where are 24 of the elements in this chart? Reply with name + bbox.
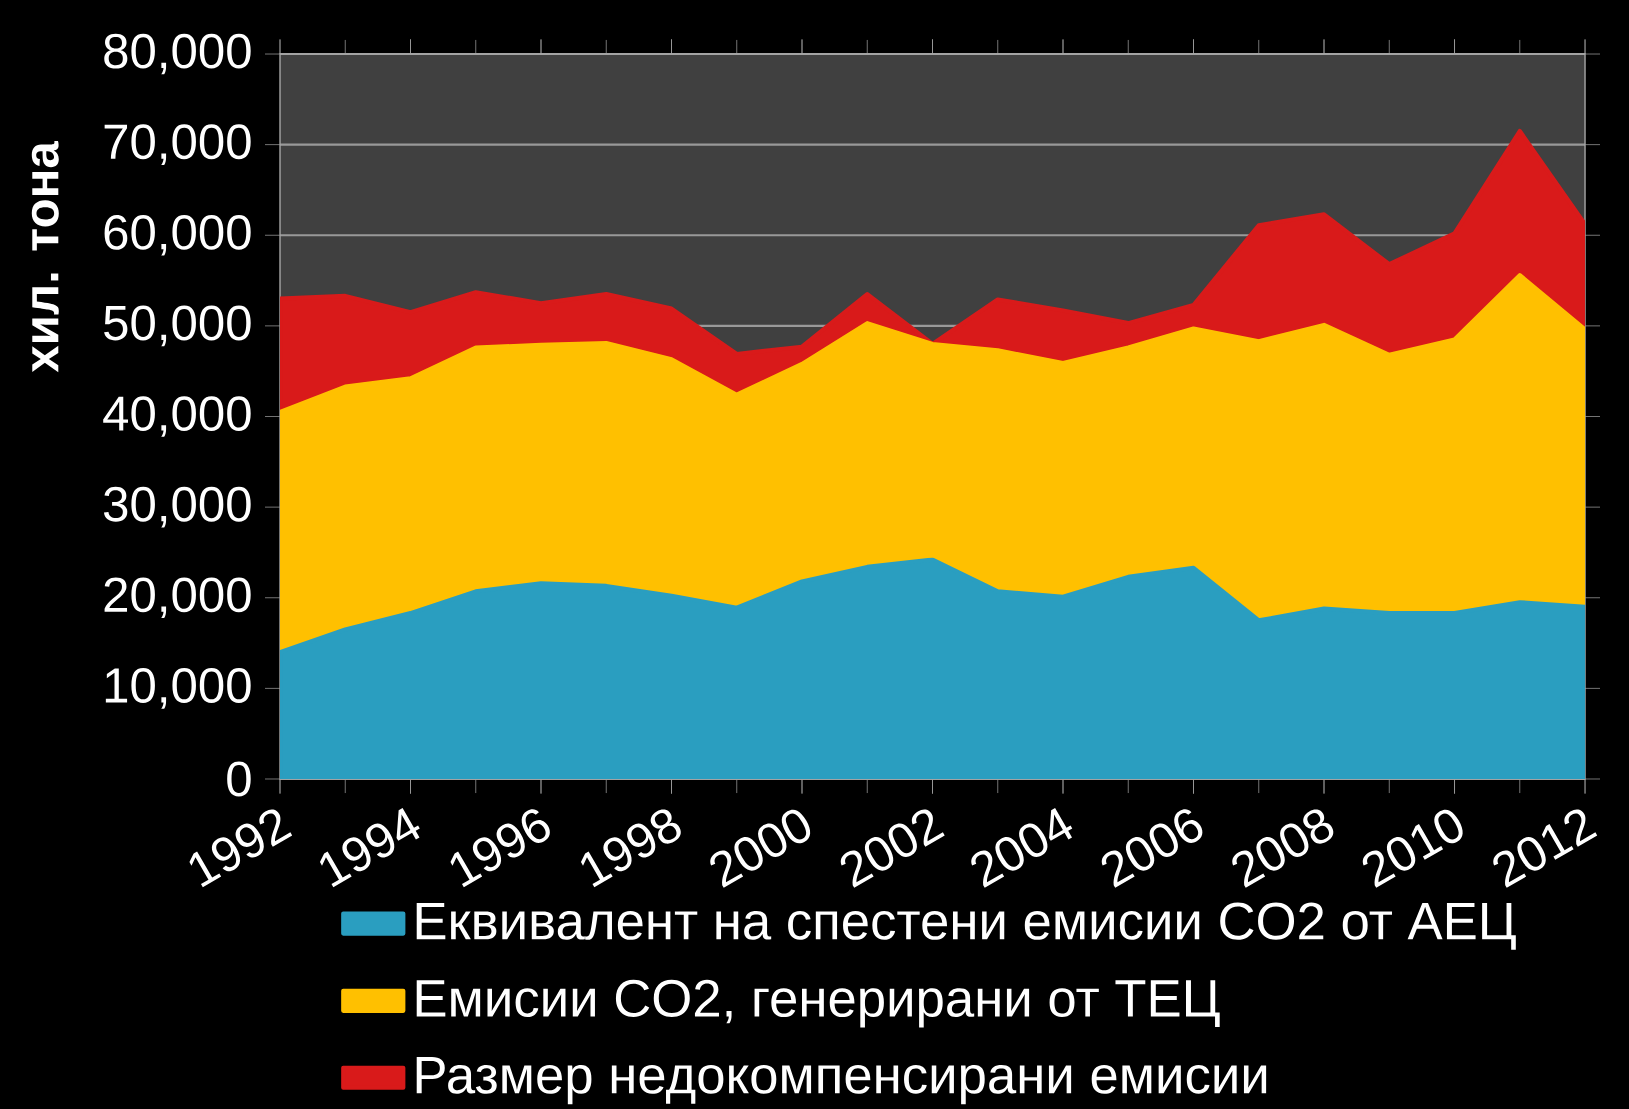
x-tick-label: 2012 — [1493, 809, 1598, 888]
y-tick-label: 40,000 — [103, 396, 251, 437]
legend-label: Еквивалент на спестени емисии CO2 от АЕЦ — [416, 902, 1516, 950]
x-tick-label: 1996 — [450, 809, 550, 888]
x-tick-label: 1998 — [580, 809, 681, 888]
y-tick-label: 20,000 — [104, 577, 251, 619]
x-tick-label: 2010 — [1362, 809, 1463, 888]
x-tick-label: 2000 — [710, 809, 811, 888]
y-tick-label: 80,000 — [104, 33, 251, 75]
x-tick-label: 2008 — [1232, 809, 1334, 888]
legend-label: Размер недокомпенсирани емисии — [416, 1056, 1267, 1105]
y-tick-label: 50,000 — [104, 305, 251, 347]
y-tick-label: 0 — [227, 761, 251, 797]
x-tick-label: 1994 — [319, 808, 420, 888]
x-tick-label: 2006 — [1101, 809, 1203, 888]
x-tick-label: 2002 — [840, 809, 945, 888]
y-tick-label: 60,000 — [104, 214, 251, 256]
legend-label: Емисии CO2, генерирани от ТЕЦ — [416, 979, 1220, 1028]
x-tick-label: 1992 — [189, 809, 293, 888]
x-tick-label: 2004 — [971, 808, 1073, 888]
y-tick-label: 10,000 — [105, 668, 251, 709]
y-axis-title: хил. тона — [31, 140, 59, 373]
y-tick-label: 30,000 — [103, 486, 251, 528]
y-tick-label: 70,000 — [104, 124, 251, 165]
